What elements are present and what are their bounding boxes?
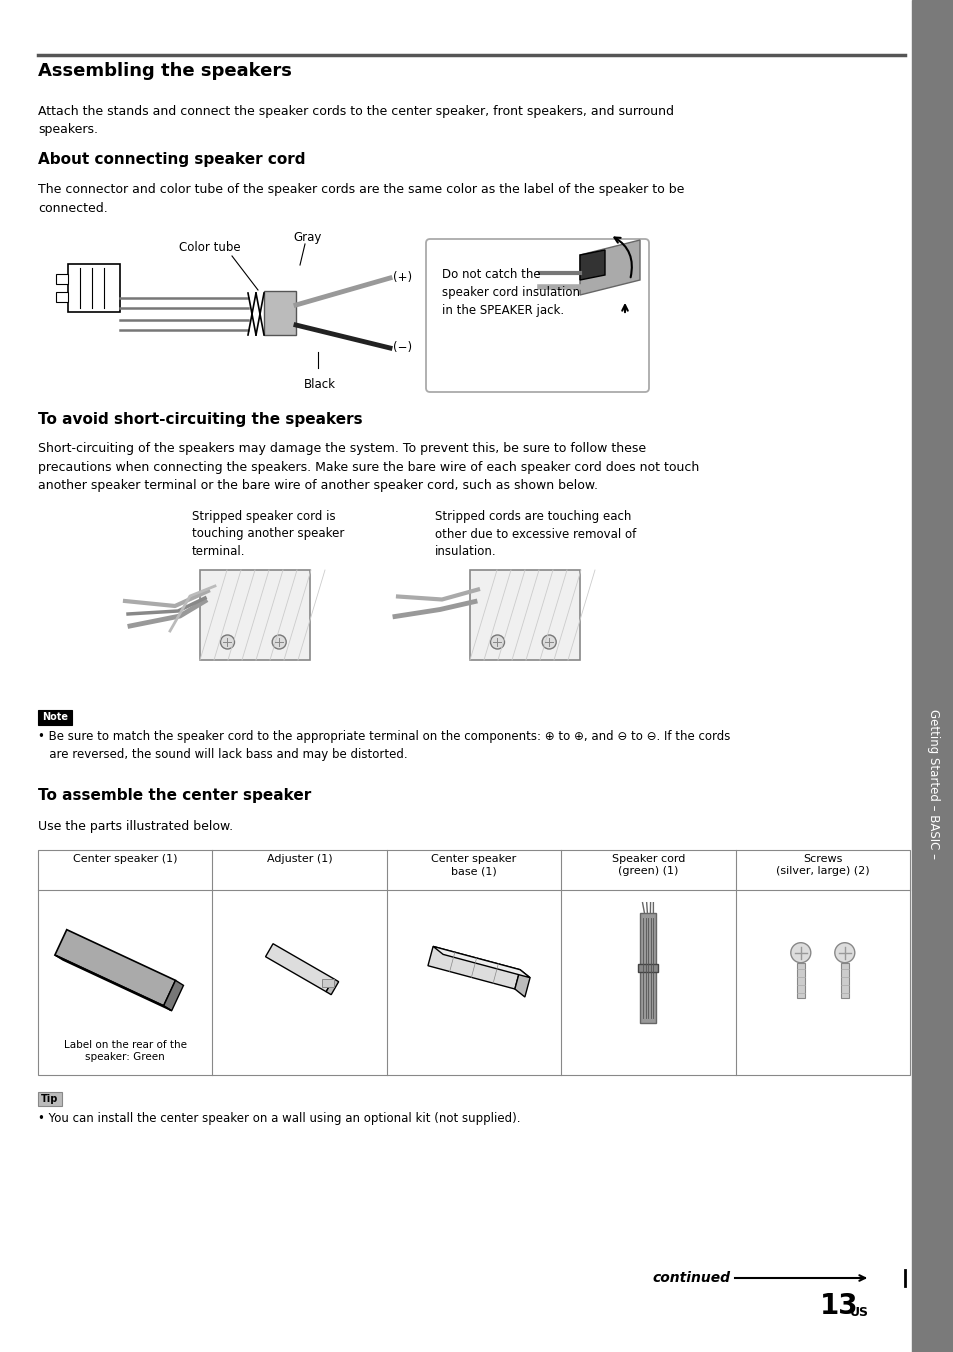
Circle shape — [490, 635, 504, 649]
Circle shape — [541, 635, 556, 649]
FancyBboxPatch shape — [426, 239, 648, 392]
Text: 13: 13 — [820, 1293, 858, 1320]
Polygon shape — [579, 241, 639, 295]
Polygon shape — [470, 571, 579, 660]
Polygon shape — [55, 955, 172, 1011]
Text: Tip: Tip — [41, 1094, 59, 1105]
Text: The connector and color tube of the speaker cords are the same color as the labe: The connector and color tube of the spea… — [38, 183, 683, 215]
Text: Label on the rear of the
speaker: Green: Label on the rear of the speaker: Green — [64, 1040, 187, 1063]
Text: (−): (−) — [393, 342, 412, 354]
Text: Note: Note — [42, 713, 68, 722]
Bar — [38, 1092, 62, 1106]
Text: Gray: Gray — [294, 231, 322, 243]
Bar — [68, 264, 120, 312]
Bar — [38, 710, 71, 725]
Polygon shape — [265, 944, 334, 992]
Text: • Be sure to match the speaker cord to the appropriate terminal on the component: • Be sure to match the speaker cord to t… — [38, 730, 730, 761]
Text: Color tube: Color tube — [179, 241, 240, 254]
Text: To assemble the center speaker: To assemble the center speaker — [38, 788, 311, 803]
Text: Short-circuiting of the speakers may damage the system. To prevent this, be sure: Short-circuiting of the speakers may dam… — [38, 442, 699, 492]
Bar — [56, 292, 68, 301]
Text: Screws
(silver, large) (2): Screws (silver, large) (2) — [775, 854, 869, 876]
Text: US: US — [849, 1306, 868, 1318]
Text: Center speaker
base (1): Center speaker base (1) — [431, 854, 517, 876]
Text: Adjuster (1): Adjuster (1) — [267, 854, 332, 864]
Text: (+): (+) — [393, 272, 412, 284]
Bar — [56, 274, 68, 284]
Circle shape — [790, 942, 810, 963]
Polygon shape — [200, 571, 310, 660]
Polygon shape — [579, 250, 604, 280]
Polygon shape — [164, 980, 183, 1011]
Polygon shape — [326, 979, 338, 995]
Polygon shape — [428, 946, 519, 990]
Polygon shape — [55, 930, 175, 1006]
Bar — [321, 979, 334, 987]
Text: Speaker cord
(green) (1): Speaker cord (green) (1) — [611, 854, 684, 876]
Bar — [264, 291, 295, 335]
Text: To avoid short-circuiting the speakers: To avoid short-circuiting the speakers — [38, 412, 362, 427]
Bar — [840, 963, 848, 998]
Polygon shape — [433, 946, 530, 977]
Bar — [911, 0, 953, 1352]
Text: continued: continued — [651, 1271, 729, 1284]
Text: Getting Started – BASIC –: Getting Started – BASIC – — [926, 710, 940, 859]
Text: Attach the stands and connect the speaker cords to the center speaker, front spe: Attach the stands and connect the speake… — [38, 105, 673, 137]
Text: Do not catch the
speaker cord insulation
in the SPEAKER jack.: Do not catch the speaker cord insulation… — [441, 268, 579, 316]
Text: Assembling the speakers: Assembling the speakers — [38, 62, 292, 80]
Text: Stripped speaker cord is
touching another speaker
terminal.: Stripped speaker cord is touching anothe… — [192, 510, 344, 558]
Bar — [38, 850, 909, 1075]
Circle shape — [220, 635, 234, 649]
Text: Stripped cords are touching each
other due to excessive removal of
insulation.: Stripped cords are touching each other d… — [435, 510, 636, 558]
Bar — [638, 964, 658, 972]
Bar — [796, 963, 804, 998]
Text: Center speaker (1): Center speaker (1) — [72, 854, 177, 864]
Text: Black: Black — [304, 379, 335, 391]
Bar — [639, 913, 656, 1022]
Circle shape — [834, 942, 854, 963]
Circle shape — [272, 635, 286, 649]
Text: • You can install the center speaker on a wall using an optional kit (not suppli: • You can install the center speaker on … — [38, 1111, 520, 1125]
Text: Use the parts illustrated below.: Use the parts illustrated below. — [38, 821, 233, 833]
Polygon shape — [515, 969, 530, 996]
Text: About connecting speaker cord: About connecting speaker cord — [38, 151, 305, 168]
